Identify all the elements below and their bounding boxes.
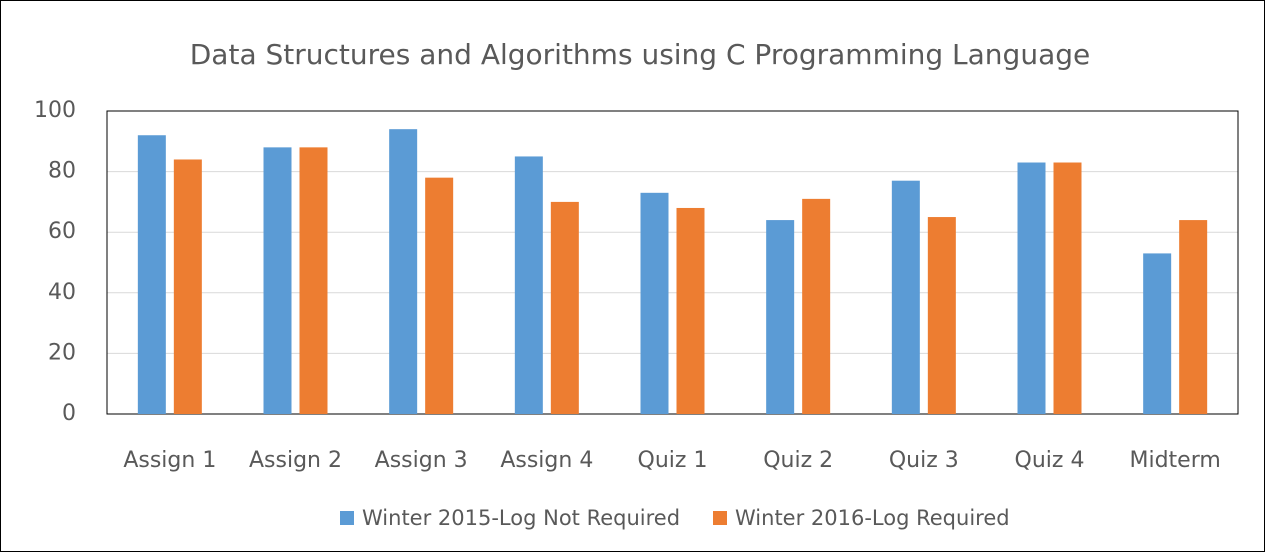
legend-swatch xyxy=(340,511,354,525)
y-tick-label: 80 xyxy=(48,159,76,184)
bar xyxy=(766,220,795,414)
bar xyxy=(1017,162,1046,414)
legend-label: Winter 2016-Log Required xyxy=(735,506,1010,530)
y-tick-label: 0 xyxy=(62,401,76,426)
bar xyxy=(1053,162,1082,414)
bar xyxy=(137,135,166,415)
y-tick-label: 60 xyxy=(48,219,76,244)
x-tick-label: Assign 3 xyxy=(375,448,468,473)
y-tick-label: 40 xyxy=(48,280,76,305)
bar xyxy=(676,207,705,414)
bar xyxy=(640,192,669,414)
bar xyxy=(550,201,579,414)
bar xyxy=(263,147,292,415)
bar xyxy=(514,156,543,414)
x-tick-label: Quiz 1 xyxy=(638,448,708,473)
bar xyxy=(389,129,418,414)
bar xyxy=(802,198,831,414)
x-tick-label: Quiz 3 xyxy=(889,448,959,473)
x-tick-label: Quiz 2 xyxy=(763,448,833,473)
x-tick-label: Assign 2 xyxy=(249,448,342,473)
x-tick-label: Assign 1 xyxy=(123,448,216,473)
bar xyxy=(891,180,920,414)
bar xyxy=(1179,220,1208,414)
legend-swatch xyxy=(713,511,727,525)
bar xyxy=(299,147,328,415)
bar xyxy=(173,159,202,414)
y-tick-label: 100 xyxy=(34,98,76,123)
legend-label: Winter 2015-Log Not Required xyxy=(362,506,680,530)
bar xyxy=(1143,253,1172,414)
y-tick-label: 20 xyxy=(48,340,76,365)
x-tick-label: Midterm xyxy=(1130,448,1221,473)
bar xyxy=(425,177,454,414)
plot-border xyxy=(106,110,1239,415)
bar xyxy=(927,217,956,414)
chart-title: Data Structures and Algorithms using C P… xyxy=(190,38,1090,71)
x-tick-label: Quiz 4 xyxy=(1015,448,1085,473)
x-tick-label: Assign 4 xyxy=(500,448,593,473)
